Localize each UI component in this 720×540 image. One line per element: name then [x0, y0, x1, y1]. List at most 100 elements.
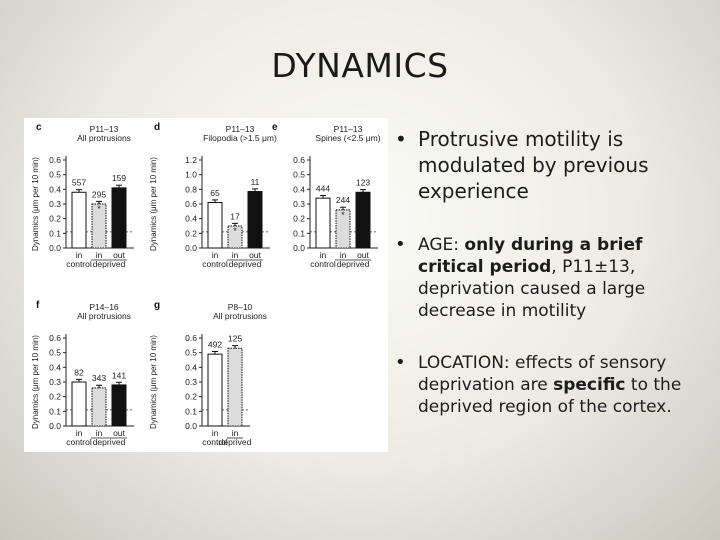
panel-subtitle: All protrusions	[77, 133, 131, 143]
panel-subtitle: All protrusions	[77, 311, 131, 321]
y-tick-label: 0.0	[185, 243, 197, 253]
y-tick-label: 0.2	[185, 392, 197, 402]
bar	[335, 209, 351, 249]
panel-title: P11–13	[226, 124, 255, 134]
count-label: 244	[336, 195, 350, 205]
y-tick-label: 0.6	[49, 155, 61, 165]
group-label-control: control	[66, 437, 92, 447]
count-label: 82	[74, 367, 84, 377]
y-tick-label: 0.5	[49, 348, 61, 358]
y-tick-label: 0.8	[185, 184, 197, 194]
group-label-control: control	[310, 259, 336, 269]
bullet-location-bold: specific	[553, 375, 626, 395]
bar	[227, 225, 243, 249]
group-label-deprived: deprived	[93, 259, 126, 269]
y-tick-label: 0.6	[293, 155, 305, 165]
bullet-dot-icon: •	[395, 234, 406, 255]
y-tick-label: 0.4	[293, 184, 305, 194]
bullet-location-pre: LOCATION: effects of sensory deprivation…	[418, 353, 667, 395]
y-tick-label: 0.3	[49, 377, 61, 387]
significance-label: *	[97, 204, 101, 214]
panel-letter: f	[36, 300, 40, 311]
bullet-age-pre: AGE:	[418, 235, 465, 255]
bullet-motility-text: Protrusive motility is modulated by prev…	[418, 127, 649, 203]
y-tick-label: 0.0	[49, 243, 61, 253]
y-axis-label: Dynamics (μm per 10 min)	[31, 335, 40, 429]
group-label-deprived: deprived	[337, 259, 370, 269]
group-label-deprived: deprived	[219, 437, 252, 447]
group-label-deprived: deprived	[229, 259, 262, 269]
category-label: out	[357, 250, 369, 260]
count-label: 343	[92, 373, 106, 383]
count-label: 295	[92, 189, 106, 199]
count-label: 141	[112, 370, 126, 380]
y-tick-label: 0.3	[49, 199, 61, 209]
count-label: 11	[251, 177, 260, 187]
panel-letter: g	[154, 300, 160, 311]
bar	[71, 191, 87, 249]
bar	[207, 202, 223, 249]
panel-letter: d	[154, 122, 160, 133]
bullet-motility: • Protrusive motility is modulated by pr…	[393, 126, 713, 204]
y-tick-label: 0.5	[185, 348, 197, 358]
y-tick-label: 0.4	[185, 362, 197, 372]
category-label: in	[96, 428, 103, 438]
count-label: 492	[208, 339, 222, 349]
y-tick-label: 0.4	[49, 362, 61, 372]
count-label: 123	[356, 178, 370, 188]
count-label: 159	[112, 173, 126, 183]
panel-letter: e	[272, 122, 278, 133]
y-tick-label: 0.0	[185, 421, 197, 431]
y-tick-label: 0.1	[49, 228, 61, 238]
y-tick-label: 0.3	[185, 377, 197, 387]
panel-subtitle: Filopodia (>1.5 μm)	[203, 133, 277, 143]
category-label: in	[340, 250, 347, 260]
category-label: in	[320, 250, 327, 260]
category-label: out	[113, 250, 125, 260]
y-tick-label: 1.0	[185, 170, 197, 180]
panel-title: P11–13	[334, 124, 363, 134]
category-label: in	[212, 250, 219, 260]
bar	[315, 197, 331, 249]
y-tick-label: 0.4	[49, 184, 61, 194]
y-tick-label: 0.2	[49, 214, 61, 224]
y-tick-label: 0.4	[185, 214, 197, 224]
panel-subtitle: All protrusions	[213, 311, 267, 321]
panel-title: P8–10	[228, 302, 253, 312]
category-label: out	[113, 428, 125, 438]
category-label: in	[232, 428, 239, 438]
y-tick-label: 0.5	[293, 170, 305, 180]
category-label: out	[249, 250, 261, 260]
bullet-location-post: to the deprived region of the cortex.	[418, 375, 682, 417]
y-tick-label: 0.6	[185, 333, 197, 343]
category-label: in	[232, 250, 239, 260]
figure-panel: c P11–13 All protrusions Dynamics (μm per 1…	[24, 118, 388, 452]
panel-title: P11–13	[90, 124, 119, 134]
bar	[247, 191, 263, 249]
count-label: 17	[230, 211, 240, 221]
bar	[91, 387, 107, 427]
panel-title: P14–16	[89, 302, 119, 312]
y-tick-label: 1.2	[185, 155, 197, 165]
panel-subtitle: Spines (<2.5 μm)	[315, 133, 380, 143]
slide-title: DYNAMICS	[271, 46, 449, 85]
y-axis-label: Dynamics (μm per 10 min)	[149, 335, 158, 429]
y-axis-label: Dynamics (μm per 10 min)	[31, 157, 40, 251]
group-label-deprived: deprived	[93, 437, 126, 447]
y-tick-label: 0.3	[293, 199, 305, 209]
bullet-age-post: , P11±13, deprivation caused a large dec…	[418, 257, 646, 321]
bullet-age: • AGE: only during a brief critical peri…	[393, 234, 713, 322]
y-tick-label: 0.1	[293, 228, 305, 238]
y-tick-label: 0.1	[185, 406, 197, 416]
count-label: 557	[72, 178, 86, 188]
category-label: in	[96, 250, 103, 260]
bullet-dot-icon: •	[395, 127, 407, 151]
count-label: 444	[316, 183, 330, 193]
y-tick-label: 0.6	[49, 333, 61, 343]
y-tick-label: 0.2	[185, 228, 197, 238]
category-label: in	[212, 428, 219, 438]
bar	[355, 191, 371, 249]
group-label-control: control	[66, 259, 92, 269]
category-label: in	[76, 428, 83, 438]
